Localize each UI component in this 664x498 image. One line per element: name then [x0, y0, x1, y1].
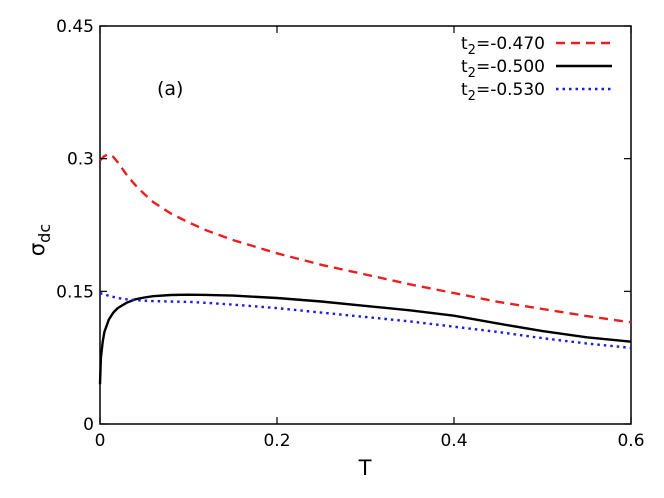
x-tick-label: 0.4	[440, 431, 467, 451]
y-axis-label: σdc	[25, 224, 54, 256]
panel-label: (a)	[157, 78, 183, 100]
x-tick-label: 0.6	[617, 431, 644, 451]
x-tick-label: 0	[95, 431, 106, 451]
legend-label-value: =-0.470	[476, 34, 545, 54]
legend-label-value: =-0.500	[476, 57, 545, 77]
y-tick-label: 0.15	[56, 282, 94, 302]
series-layer	[98, 152, 632, 385]
legend-label-2: t2=-0.500	[461, 57, 545, 81]
y-tick-label: 0.45	[56, 17, 94, 37]
legend-label-main: t	[461, 34, 468, 54]
legend-label-sub: 2	[468, 66, 476, 81]
legend-label-main: t	[461, 80, 468, 100]
y-axis-label-sub: dc	[35, 224, 54, 243]
legend-label-sub: 2	[468, 43, 476, 58]
series-line-3	[99, 291, 632, 350]
y-tick-label: 0.3	[67, 150, 94, 170]
series-line-2	[98, 293, 632, 385]
legend-label-1: t2=-0.470	[461, 34, 545, 58]
legend-label-sub: 2	[468, 89, 476, 104]
ticks-layer: 0 0.2 0.4 0.6 0 0.15 0.3 0.45	[56, 17, 644, 451]
plot-frame	[99, 25, 632, 425]
legend-label-value: =-0.530	[476, 80, 545, 100]
series-line-1	[99, 152, 632, 324]
y-tick-label: 0	[83, 415, 94, 435]
x-tick-label: 0.2	[263, 431, 290, 451]
legend-label-main: t	[461, 57, 468, 77]
x-axis-label: T	[358, 456, 372, 480]
legend-label-3: t2=-0.530	[461, 80, 545, 104]
y-axis-label-main: σ	[25, 243, 49, 256]
